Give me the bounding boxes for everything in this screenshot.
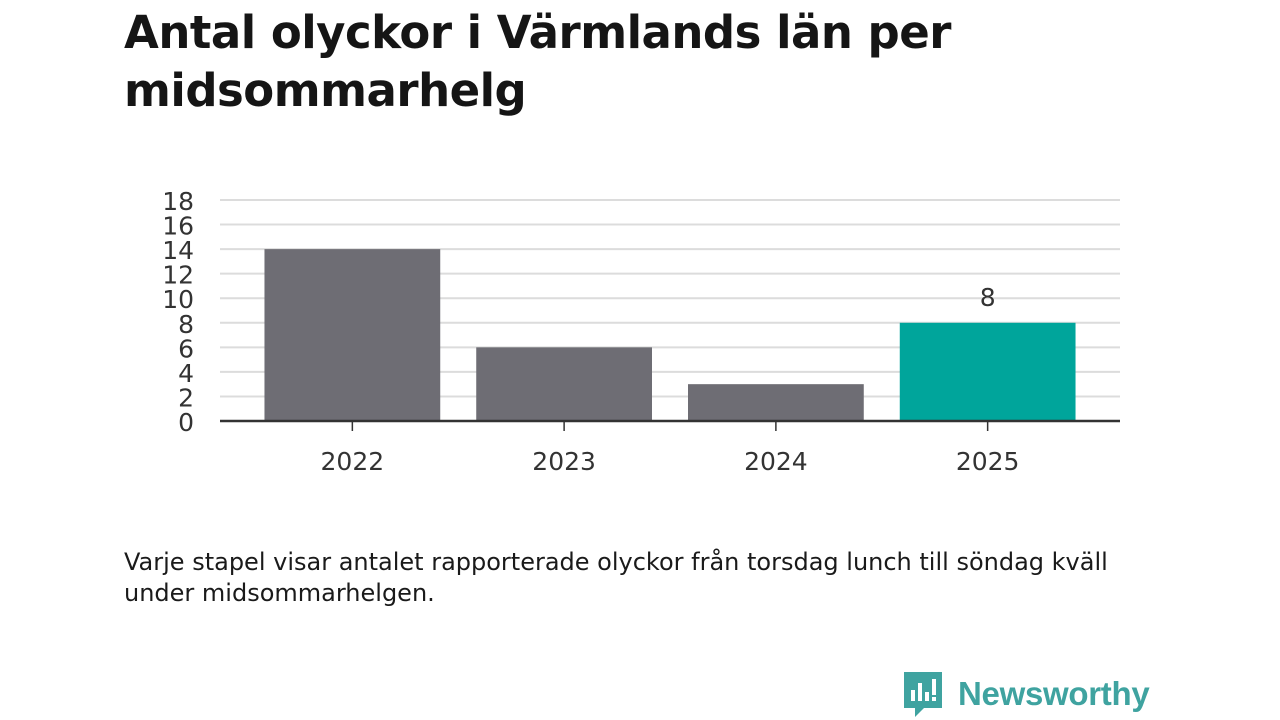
bar-2022 bbox=[264, 249, 441, 421]
bar-2023 bbox=[476, 347, 652, 421]
bar-2025 bbox=[899, 322, 1076, 421]
chart-caption: Varje stapel visar antalet rapporterade … bbox=[124, 548, 1108, 607]
y-tick-label: 8 bbox=[178, 310, 194, 339]
x-axis: 2022 2023 2024 2025 bbox=[220, 419, 1120, 476]
chart-title: Antal olyckor i Värmlands län per midsom… bbox=[124, 6, 952, 117]
y-tick-label: 2 bbox=[178, 383, 194, 412]
data-label: 8 bbox=[980, 283, 996, 312]
x-tick-label: 2024 bbox=[744, 447, 808, 476]
data-labels: 8 bbox=[980, 283, 996, 312]
newsworthy-logo: Newsworthy bbox=[902, 668, 1150, 720]
x-tick-label: 2025 bbox=[956, 447, 1020, 476]
y-tick-label: 6 bbox=[178, 334, 194, 363]
brand-name: Newsworthy bbox=[958, 675, 1150, 712]
y-tick-label: 10 bbox=[162, 285, 194, 314]
y-tick-label: 16 bbox=[162, 212, 194, 241]
bar-2024 bbox=[688, 384, 864, 421]
y-tick-label: 4 bbox=[178, 359, 194, 388]
y-tick-label: 12 bbox=[162, 261, 194, 290]
x-tick-label: 2022 bbox=[321, 447, 385, 476]
y-tick-label: 18 bbox=[162, 187, 194, 216]
y-tick-label: 14 bbox=[162, 236, 194, 265]
y-tick-label: 0 bbox=[178, 408, 194, 437]
bar-chart-speech-bubble-icon bbox=[904, 672, 942, 717]
bars bbox=[264, 249, 1076, 421]
x-tick-label: 2023 bbox=[532, 447, 596, 476]
